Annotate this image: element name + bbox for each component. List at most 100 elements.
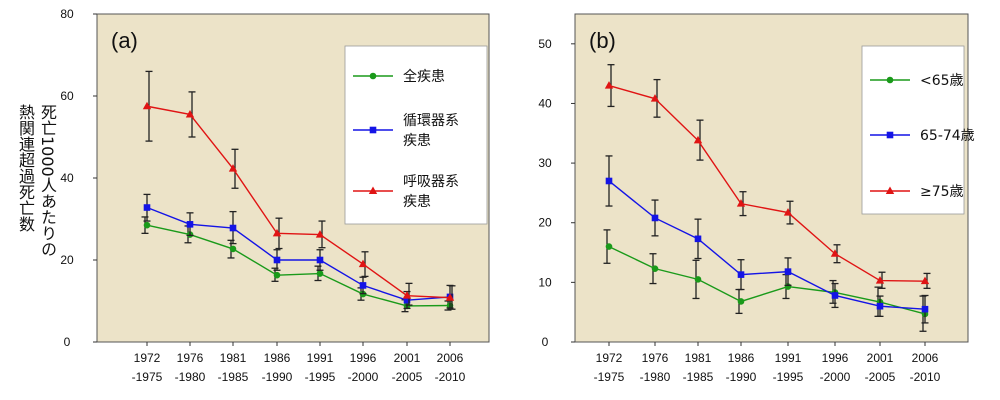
x-tick-label-bottom: -1980 bbox=[640, 370, 671, 384]
x-tick-label-bottom: -1980 bbox=[175, 370, 206, 384]
data-point bbox=[185, 109, 195, 118]
x-tick-label-bottom: -2000 bbox=[348, 370, 379, 384]
x-tick-label-bottom: -1985 bbox=[683, 370, 714, 384]
x-tick-label-top: 1996 bbox=[822, 351, 849, 365]
legend-label: 疾患 bbox=[403, 194, 431, 210]
x-tick-label-top: 2001 bbox=[394, 351, 421, 365]
x-tick-label-top: 1972 bbox=[134, 351, 161, 365]
y-tick-label: 20 bbox=[60, 253, 74, 267]
x-tick-label-bottom: -1995 bbox=[773, 370, 804, 384]
data-point bbox=[186, 221, 194, 228]
data-point bbox=[605, 243, 613, 250]
data-point bbox=[229, 245, 237, 253]
series-2 bbox=[605, 155, 929, 324]
legend-box bbox=[861, 45, 965, 215]
legend-label: ≥75歳 bbox=[920, 184, 964, 200]
data-point bbox=[736, 199, 746, 207]
y-tick-label: 30 bbox=[538, 156, 552, 170]
data-point bbox=[316, 256, 324, 264]
data-point bbox=[604, 81, 614, 89]
x-tick-label-bottom: -1990 bbox=[262, 370, 293, 384]
y-tick-label: 40 bbox=[538, 96, 552, 110]
y-axis-label-line-1: 死亡1000人あたりの bbox=[38, 103, 57, 257]
legend-swatch-marker bbox=[885, 186, 895, 194]
y-axis-label-line-2: 熱関連超過死亡数 bbox=[16, 103, 35, 232]
x-tick-label-top: 1972 bbox=[596, 351, 623, 365]
panel-label: (a) bbox=[111, 28, 138, 53]
data-point bbox=[358, 259, 368, 268]
legend-swatch-marker bbox=[886, 131, 894, 139]
data-point bbox=[650, 94, 660, 102]
data-point bbox=[403, 296, 411, 304]
y-tick-label: 40 bbox=[60, 171, 74, 185]
data-point bbox=[402, 291, 412, 299]
data-point bbox=[831, 292, 839, 299]
data-point bbox=[921, 305, 929, 313]
y-tick-label: 10 bbox=[538, 275, 552, 289]
y-tick-label: 60 bbox=[60, 89, 74, 103]
series-line bbox=[608, 180, 926, 310]
data-point bbox=[228, 164, 238, 172]
data-point bbox=[783, 208, 793, 216]
series-3 bbox=[604, 64, 931, 289]
data-point bbox=[142, 101, 152, 110]
x-tick-label-top: 1981 bbox=[685, 351, 712, 365]
data-point bbox=[315, 230, 325, 238]
x-tick-label-bottom: -2010 bbox=[435, 370, 466, 384]
data-point bbox=[445, 293, 455, 301]
legend-swatch-marker bbox=[886, 76, 894, 84]
data-point bbox=[359, 282, 367, 289]
data-point bbox=[737, 298, 745, 305]
x-tick-label-top: 1991 bbox=[775, 351, 802, 365]
x-tick-label-top: 2006 bbox=[912, 351, 939, 365]
data-point bbox=[920, 276, 930, 285]
x-tick-label-top: 2001 bbox=[867, 351, 894, 365]
x-tick-label-bottom: -1990 bbox=[726, 370, 757, 384]
data-point bbox=[694, 235, 702, 243]
x-tick-label-bottom: -2005 bbox=[392, 370, 423, 384]
series-line bbox=[608, 245, 926, 315]
data-point bbox=[316, 270, 324, 277]
legend-swatch-marker bbox=[369, 126, 377, 134]
legend-label: 呼吸器系 bbox=[403, 174, 459, 190]
data-point bbox=[272, 228, 282, 237]
series-line bbox=[608, 84, 926, 282]
x-tick-label-top: 1976 bbox=[177, 351, 204, 365]
x-tick-label-top: 1981 bbox=[220, 351, 247, 365]
x-tick-label-top: 1976 bbox=[642, 351, 669, 365]
x-tick-label-top: 1986 bbox=[264, 351, 291, 365]
legend-label: 65-74歳 bbox=[920, 128, 975, 144]
chart-panel-a: 0 20 40 60 80 1972 -1975 1976 -1980 1981 -1985 1986… bbox=[60, 7, 490, 384]
data-point bbox=[229, 224, 237, 232]
x-tick-label-bottom: -1995 bbox=[305, 370, 336, 384]
series-3 bbox=[142, 70, 456, 310]
chart-panel-b: 0 10 20 30 40 50 1972 -1975 1976 -1980 1981 -1985 19… bbox=[538, 13, 975, 384]
y-tick-label: 80 bbox=[60, 7, 74, 21]
data-point bbox=[876, 302, 884, 310]
panel-label: (b) bbox=[589, 28, 616, 53]
data-point bbox=[605, 177, 613, 185]
legend-label: 全疾患 bbox=[403, 68, 445, 85]
data-point bbox=[143, 221, 151, 229]
x-tick-label-bottom: -1975 bbox=[132, 370, 163, 384]
data-point bbox=[651, 265, 659, 272]
x-tick-label-bottom: -1975 bbox=[594, 370, 625, 384]
data-point bbox=[693, 135, 703, 144]
data-point bbox=[737, 271, 745, 278]
data-point bbox=[784, 268, 792, 275]
data-point bbox=[651, 214, 659, 222]
legend-label: 循環器系 bbox=[403, 113, 459, 129]
x-tick-label-top: 1996 bbox=[350, 351, 377, 365]
x-tick-label-bottom: -2005 bbox=[865, 370, 896, 384]
legend-swatch-marker bbox=[369, 72, 377, 80]
x-tick-label-top: 1986 bbox=[728, 351, 755, 365]
data-point bbox=[875, 276, 885, 284]
x-tick-label-top: 2006 bbox=[437, 351, 464, 365]
y-tick-label: 0 bbox=[64, 335, 71, 349]
series-line bbox=[146, 206, 451, 301]
x-tick-label-bottom: -2000 bbox=[820, 370, 851, 384]
data-point bbox=[694, 276, 702, 283]
series-line bbox=[146, 224, 451, 307]
y-axis-label: 死亡1000人あたりの 熱関連超過死亡数 bbox=[2, 60, 70, 300]
